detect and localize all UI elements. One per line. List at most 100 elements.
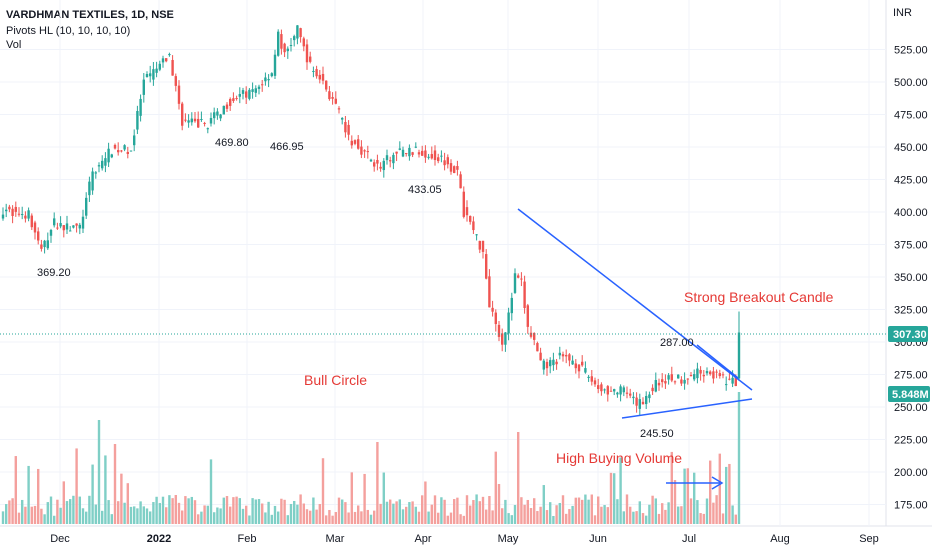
- candle-body: [491, 307, 494, 312]
- volume-bar: [488, 496, 491, 524]
- y-tick-label: 450.00: [894, 142, 928, 154]
- candle-body: [97, 165, 101, 167]
- volume-bar: [609, 472, 613, 524]
- y-tick-label: 400.00: [894, 207, 928, 219]
- candle-body: [651, 387, 654, 392]
- volume-bar: [366, 509, 369, 524]
- volume-bar: [581, 499, 584, 524]
- volume-bar: [123, 502, 126, 524]
- candle-body: [513, 273, 517, 293]
- upper-trendline[interactable]: [517, 208, 753, 391]
- candle-body: [373, 162, 376, 167]
- volume-bar: [181, 510, 184, 524]
- volume-bar: [619, 457, 622, 524]
- candle-body: [481, 240, 485, 252]
- volume-bar: [725, 466, 728, 524]
- candle-body: [635, 397, 638, 406]
- candle-body: [251, 89, 254, 92]
- volume-bar: [222, 497, 225, 524]
- candle-body: [702, 374, 705, 377]
- volume-bar: [59, 507, 62, 524]
- indicator-label[interactable]: Pivots HL (10, 10, 10, 10): [6, 25, 131, 37]
- time-axis[interactable]: Dec 2022 Feb Mar Apr May Jun Jul Aug Sep: [50, 533, 879, 545]
- y-tick-label: 425.00: [894, 175, 928, 187]
- candle-body: [488, 276, 491, 308]
- candle-body: [709, 371, 712, 375]
- volume-bar: [699, 513, 702, 524]
- candle-body: [654, 380, 657, 392]
- candle-body: [293, 36, 296, 41]
- candle-body: [510, 297, 513, 314]
- y-tick-label: 225.00: [894, 435, 928, 447]
- volume-bar: [491, 510, 494, 524]
- x-tick-label: May: [498, 533, 519, 545]
- volume-indicator-label[interactable]: Vol: [6, 39, 22, 51]
- volume-bar: [497, 484, 501, 524]
- candle-body: [485, 254, 488, 279]
- candle-body: [641, 401, 645, 405]
- candle-body: [277, 31, 280, 56]
- candles: [1, 25, 741, 416]
- volume-bar: [395, 501, 398, 524]
- volume-bar: [40, 508, 43, 524]
- candle-body: [341, 117, 344, 120]
- candle-body: [328, 91, 331, 100]
- volume-bar: [449, 512, 453, 524]
- pivot-label: 466.95: [270, 141, 304, 153]
- candle-body: [405, 153, 408, 155]
- volume-bar: [731, 505, 734, 524]
- candle-body: [645, 395, 648, 405]
- candle-body: [289, 44, 293, 46]
- volume-bar: [152, 502, 155, 524]
- volume-bar: [168, 495, 171, 524]
- volume-bar: [187, 498, 190, 524]
- candle-body: [193, 118, 197, 122]
- pivot-label: 287.00: [660, 337, 694, 349]
- volume-bar: [286, 515, 289, 524]
- candle-body: [69, 230, 72, 232]
- volume-bar: [94, 504, 97, 524]
- volume-bar: [613, 473, 616, 524]
- volume-bar: [686, 468, 689, 524]
- candle-body: [104, 158, 107, 166]
- candle-body: [145, 73, 149, 78]
- last-price-tag: 307.30: [888, 326, 928, 342]
- volume-bar: [385, 501, 389, 524]
- volume-bar: [161, 496, 165, 524]
- candle-body: [542, 360, 545, 370]
- volume-bar: [709, 460, 712, 524]
- price-axis[interactable]: 525.00 500.00 475.00 450.00 425.00 400.00 375.…: [894, 45, 928, 512]
- candle-body: [558, 352, 561, 356]
- candle-body: [376, 159, 379, 164]
- candle-body: [625, 392, 629, 394]
- candle-body: [81, 216, 85, 229]
- candle-body: [257, 86, 261, 89]
- volume-bar: [603, 505, 606, 524]
- x-tick-label: Aug: [770, 533, 790, 545]
- candle-body: [382, 160, 385, 171]
- candle-body: [117, 150, 120, 153]
- x-tick-label: Mar: [326, 533, 345, 545]
- minor-trendline[interactable]: [696, 344, 739, 379]
- candle-body: [478, 240, 481, 250]
- grid: [0, 0, 886, 526]
- volume-bar: [622, 511, 625, 524]
- candle-body: [424, 150, 427, 158]
- lower-trendline[interactable]: [621, 398, 753, 419]
- volume-bar: [325, 515, 328, 524]
- candle-body: [603, 389, 606, 391]
- volume-bar: [689, 498, 693, 524]
- volume-bar: [520, 497, 523, 524]
- volume-bar: [56, 499, 59, 524]
- candle-body: [1, 214, 5, 219]
- candle-body: [533, 332, 536, 340]
- candle-body: [129, 150, 133, 152]
- volume-bar: [590, 494, 593, 524]
- volume-bar: [347, 512, 350, 524]
- candle-body: [565, 354, 568, 357]
- candle-body: [398, 148, 401, 150]
- volume-bar: [363, 473, 366, 524]
- volume-bar: [478, 501, 481, 524]
- candle-body: [440, 155, 443, 157]
